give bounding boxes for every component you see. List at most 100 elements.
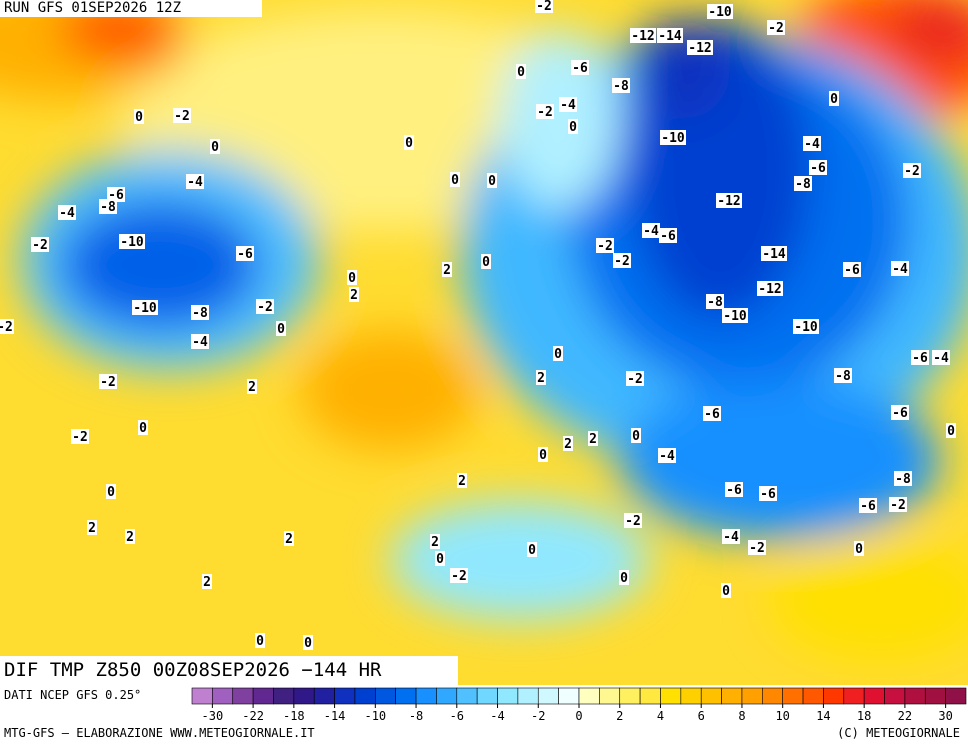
contour-label-box (767, 20, 785, 35)
contour-label-box (703, 406, 721, 421)
contour-label-box (535, 0, 553, 13)
colorbar-label: 0 (575, 709, 582, 723)
contour-label: -8 (795, 177, 811, 192)
contour-label: -4 (59, 206, 75, 221)
contour-label-box (276, 321, 286, 336)
colorbar-label: 14 (816, 709, 830, 723)
contour-label: -4 (192, 335, 208, 350)
contour-label: -2 (614, 254, 630, 269)
contour-label-box (138, 420, 148, 435)
contour-label: -2 (749, 541, 765, 556)
colorbar-swatch (313, 687, 335, 705)
contour-label-box (450, 568, 468, 583)
contour-label: -8 (192, 306, 208, 321)
contour-label: 0 (632, 429, 640, 444)
contour-label: -2 (627, 372, 643, 387)
contour-label: 2 (350, 288, 358, 303)
contour-label: 0 (304, 636, 312, 651)
contour-label: -6 (860, 499, 876, 514)
contour-label: 0 (436, 552, 444, 567)
contour-label: -2 (32, 238, 48, 253)
contour-label: 0 (722, 584, 730, 599)
contour-label-box (624, 513, 642, 528)
contour-label: -10 (661, 131, 685, 146)
contour-label: -4 (560, 98, 576, 113)
contour-label-box (660, 130, 686, 145)
contour-label-box (134, 109, 144, 124)
contour-label-box (31, 237, 49, 252)
contour-label-box (946, 423, 956, 438)
colorbar-swatch (802, 687, 824, 705)
colorbar-swatch (782, 687, 804, 705)
contour-label-box (71, 429, 89, 444)
contour-label-box (236, 246, 254, 261)
contour-label-box (210, 139, 220, 154)
source-label: DATI NCEP GFS 0.25° (4, 688, 142, 702)
contour-label-box (911, 350, 929, 365)
colorbar-label: 2 (616, 709, 623, 723)
colorbar-label: 18 (857, 709, 871, 723)
colorbar: -30 -22 -18 -14 -10 -8 -6 -4 -2 0 2 4 6 8 10 14 18 22 30 (191, 687, 967, 723)
contour-label: -6 (912, 351, 928, 366)
contour-label: 0 (277, 322, 285, 337)
contour-label: 2 (443, 263, 451, 278)
contour-label: -2 (174, 109, 190, 124)
contour-label: -6 (572, 61, 588, 76)
contour-label: -10 (708, 5, 732, 20)
contour-label: -12 (717, 194, 740, 209)
colorbar-label: 4 (657, 709, 664, 723)
colorbar-swatch (924, 687, 946, 705)
colorbar-swatch (456, 687, 478, 705)
contour-label: -10 (120, 235, 144, 250)
colorbar-swatch (354, 687, 376, 705)
contour-label-box (0, 319, 14, 334)
contour-label-box (125, 529, 135, 544)
contour-label-box (430, 534, 440, 549)
colorbar-label: 8 (738, 709, 745, 723)
contour-label-box (891, 405, 909, 420)
contour-label-box (725, 482, 743, 497)
colorbar-swatch (517, 687, 539, 705)
contour-label: -6 (660, 229, 676, 244)
contour-label: -10 (794, 320, 818, 335)
contour-label: -2 (890, 498, 906, 513)
map: -2 -10-2-12 -14-120 -6-800 -2 -2 -400 -10 -40-2-… (0, 0, 968, 685)
contour-label-box (843, 262, 861, 277)
contour-label: 2 (88, 521, 96, 536)
contour-label: -14 (762, 247, 786, 262)
contour-label: -4 (643, 224, 659, 239)
colorbar-swatch (578, 687, 600, 705)
contour-label: 2 (564, 437, 572, 452)
contour-label: 2 (537, 371, 545, 386)
contour-label: 2 (203, 575, 211, 590)
contour-label-box (536, 370, 546, 385)
contour-label-box (347, 270, 357, 285)
colorbar-swatch (639, 687, 661, 705)
contour-label: -2 (536, 0, 552, 14)
contour-label-box (722, 308, 748, 323)
contour-label-box (642, 223, 660, 238)
colorbar-swatch (619, 687, 641, 705)
contour-label-box (563, 436, 573, 451)
contour-label: -10 (723, 309, 747, 324)
colorbar-swatch (252, 687, 274, 705)
contour-label-box (107, 187, 125, 202)
contour-label: 0 (620, 571, 628, 586)
contour-label-box (487, 173, 497, 188)
contour-label: 0 (107, 485, 115, 500)
contour-label-box (553, 346, 563, 361)
contour-label: -12 (688, 41, 711, 56)
contour-label: -14 (658, 29, 682, 44)
contour-label-box (247, 379, 257, 394)
contour-label-box (631, 428, 641, 443)
contour-label-box (903, 163, 921, 178)
credit-label: MTG-GFS — ELABORAZIONE WWW.METEOGIORNALE… (4, 726, 315, 740)
contour-label-box (442, 262, 452, 277)
contour-label: -12 (758, 282, 781, 297)
contour-label: 0 (947, 424, 955, 439)
colorbar-label: 6 (698, 709, 705, 723)
contour-label: -4 (804, 137, 820, 152)
contour-label: -8 (613, 79, 629, 94)
colorbar-swatch (863, 687, 885, 705)
contour-label-box (748, 540, 766, 555)
